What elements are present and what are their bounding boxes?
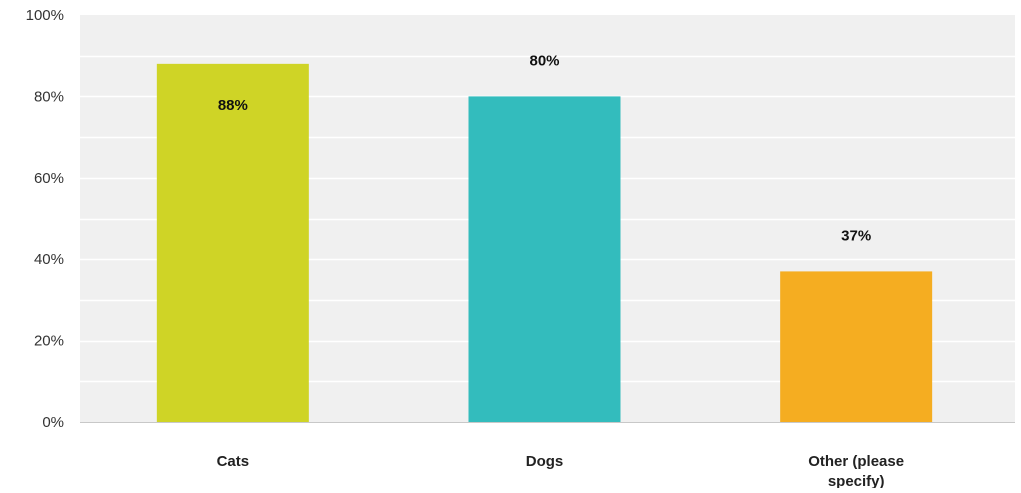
x-tick-label: Cats — [217, 453, 250, 470]
data-label: 88% — [218, 97, 248, 114]
x-tick-label-line: Other (please — [808, 453, 904, 470]
x-tick-label-line: Dogs — [526, 453, 564, 470]
bar — [156, 63, 309, 423]
x-tick-label-line: Cats — [217, 453, 250, 470]
x-tick-label: Other (please specify) — [808, 453, 904, 488]
y-axis: 0% 20% 40% 60% 80% 100% — [26, 7, 64, 431]
y-tick-label: 0% — [42, 414, 64, 431]
x-axis: Cats Dogs Other (please specify) — [217, 453, 905, 490]
bar — [468, 96, 621, 423]
y-tick-label: 80% — [34, 88, 64, 105]
data-label: 37% — [841, 227, 871, 244]
data-labels: 88% 80% 37% — [218, 52, 871, 244]
y-tick-label: 100% — [26, 7, 64, 24]
x-tick-label: Dogs — [526, 453, 564, 470]
bars — [156, 63, 933, 423]
data-label: 80% — [529, 52, 559, 69]
x-tick-label-line: specify) — [828, 473, 885, 488]
y-tick-label: 60% — [34, 170, 64, 187]
y-tick-label: 20% — [34, 333, 64, 350]
y-tick-label: 40% — [34, 251, 64, 268]
bar — [780, 271, 933, 422]
